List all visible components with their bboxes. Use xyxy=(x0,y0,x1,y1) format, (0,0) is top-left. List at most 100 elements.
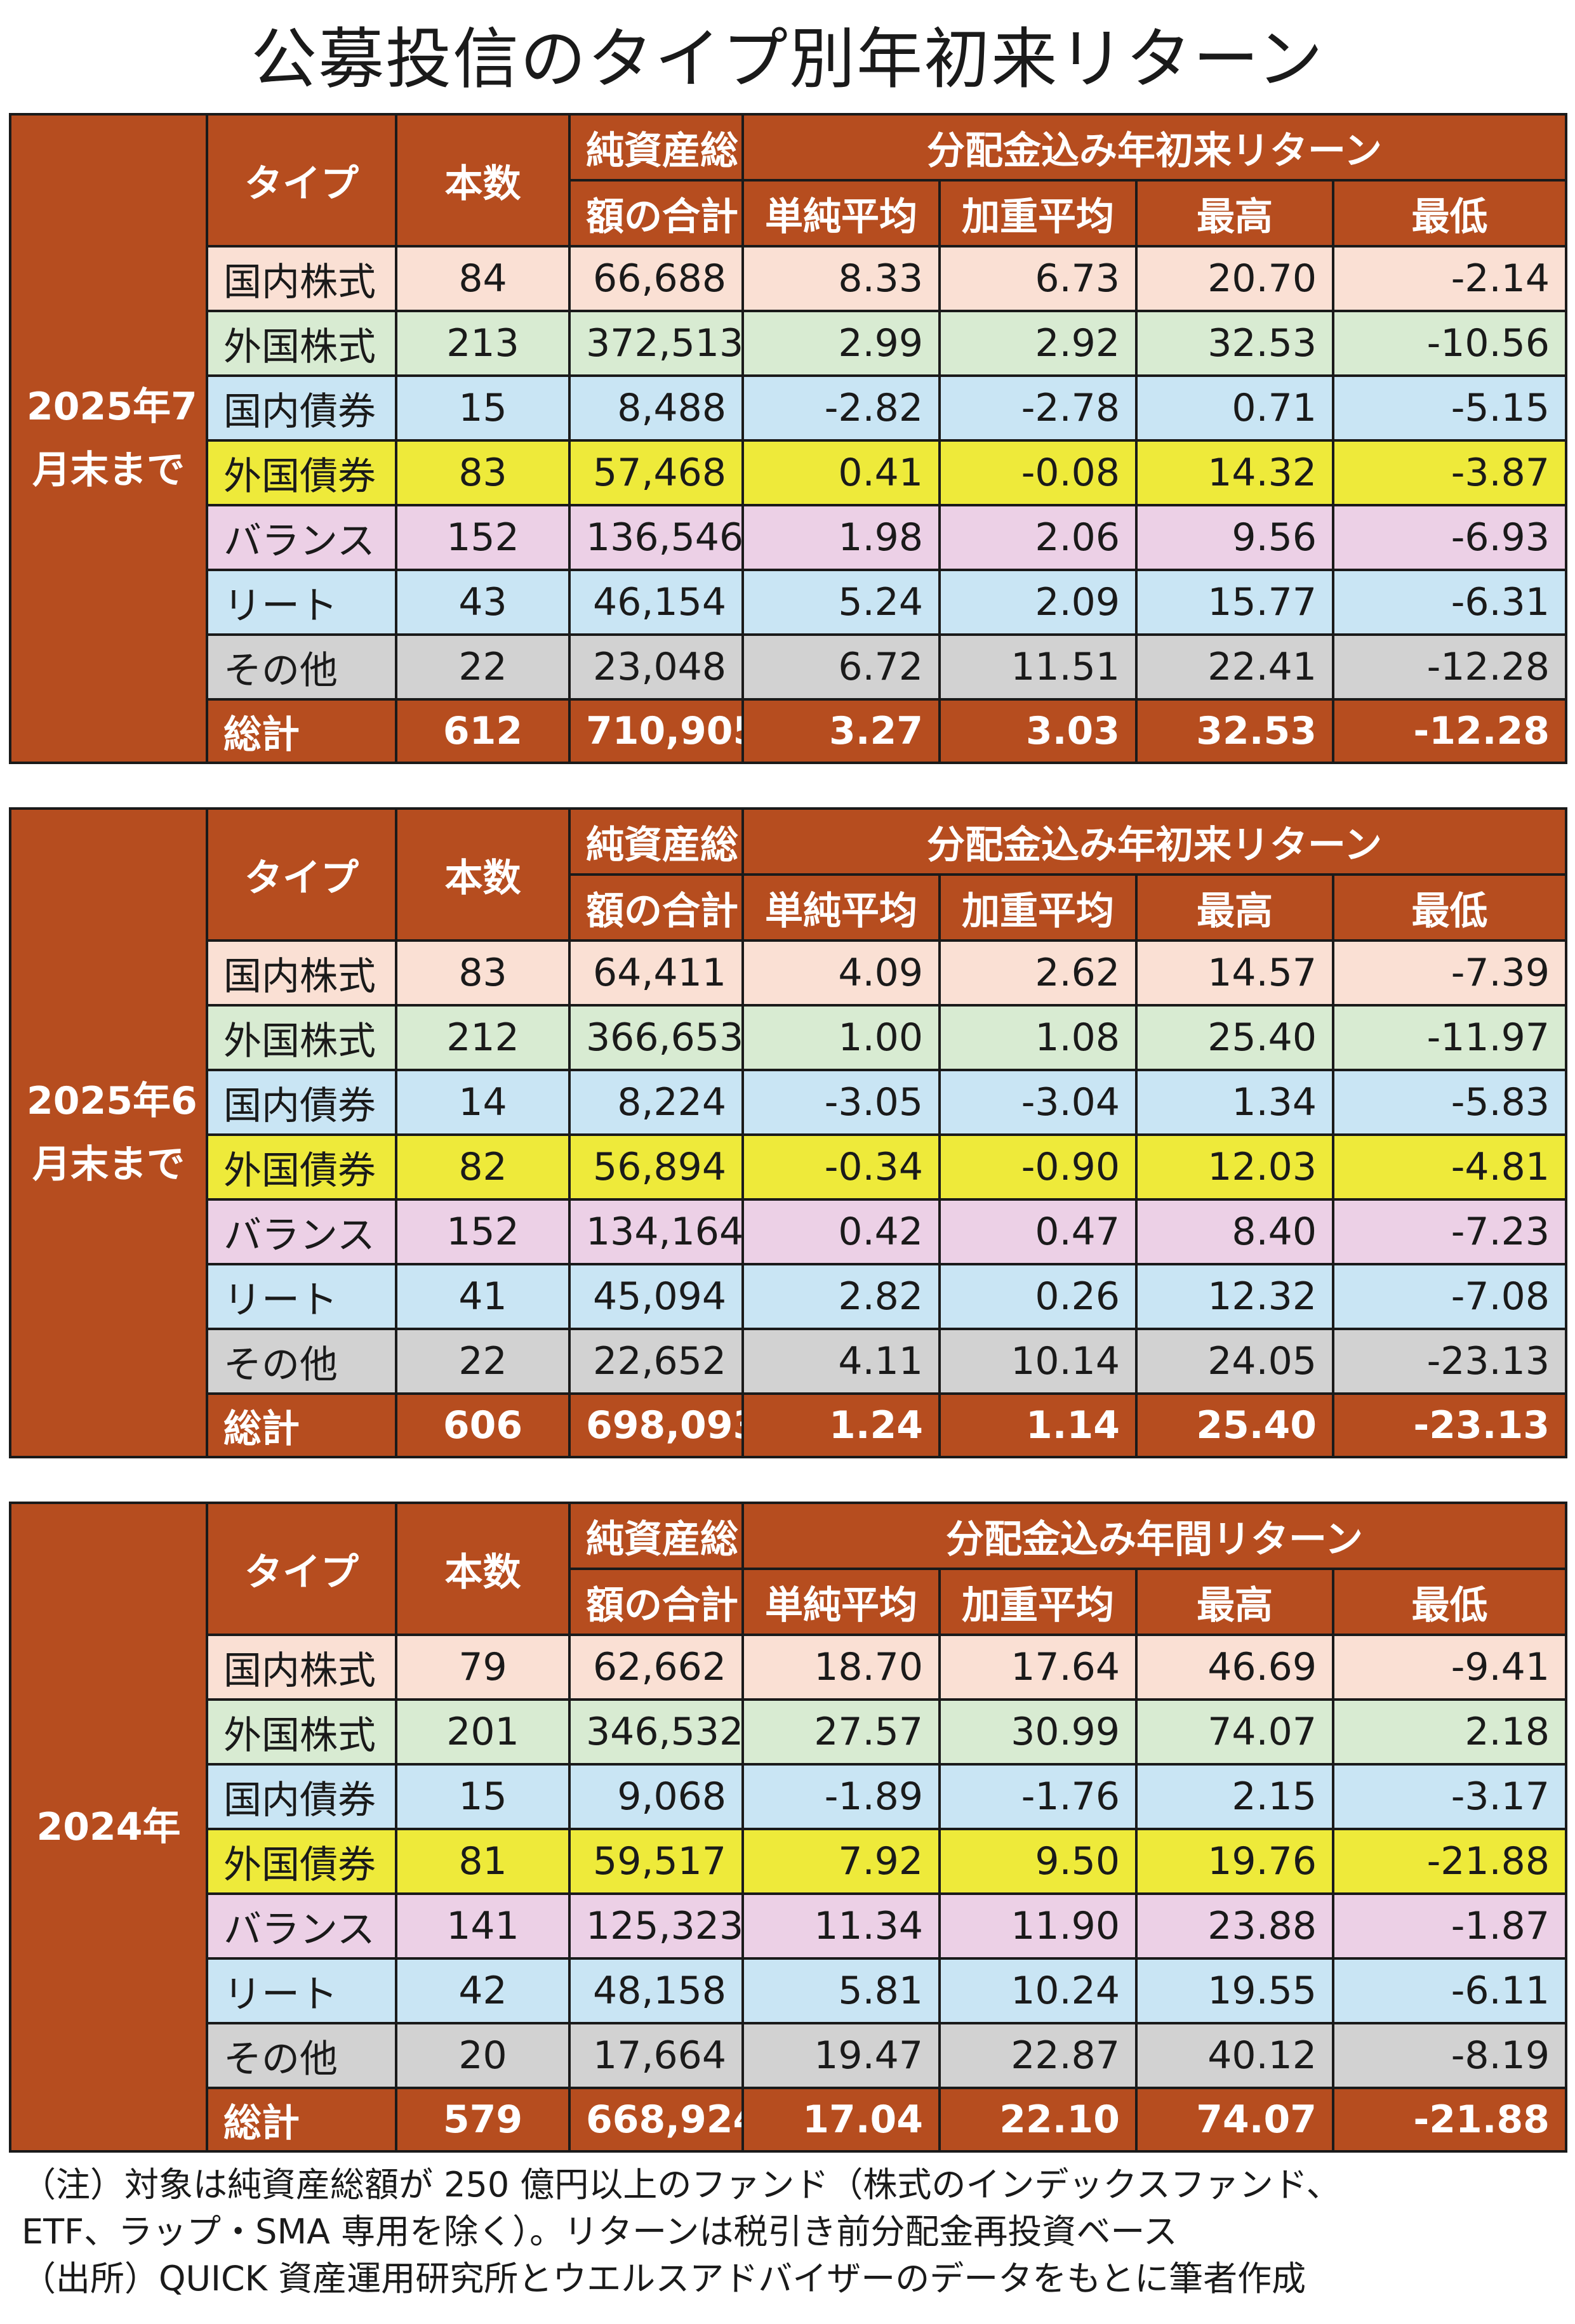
cell-simple: 1.00 xyxy=(741,1004,941,1071)
cell-type: 外国債券 xyxy=(206,1133,397,1201)
cell-max: 14.32 xyxy=(1135,439,1334,506)
header-count: 本数 xyxy=(395,1502,571,1636)
cell-weighted: 10.24 xyxy=(938,1957,1138,2024)
footnote-line: （注）対象は純資産総額が 250 億円以上のファンド（株式のインデックスファンド… xyxy=(22,2165,1341,2205)
cell-assets: 8,488 xyxy=(568,374,744,442)
cell-count: 201 xyxy=(395,1698,571,1766)
cell-max: 20.70 xyxy=(1135,245,1334,312)
header-min: 最低 xyxy=(1332,873,1567,942)
cell-assets: 134,164 xyxy=(568,1198,744,1265)
cell-type: リート xyxy=(206,569,397,636)
table-row: リート 42 48,158 5.81 10.24 19.55 -6.11 xyxy=(10,1957,1567,2024)
cell-min: -7.08 xyxy=(1332,1263,1567,1330)
cell-max: 74.07 xyxy=(1135,1698,1334,1766)
cell-simple: 4.09 xyxy=(741,939,941,1007)
cell-assets: 9,068 xyxy=(568,1763,744,1830)
cell-simple: 2.99 xyxy=(741,310,941,377)
cell-min: -6.93 xyxy=(1332,504,1567,571)
cell-max: 14.57 xyxy=(1135,939,1334,1007)
header-count: 本数 xyxy=(395,113,571,248)
total-count: 606 xyxy=(395,1392,571,1458)
cell-weighted: 2.09 xyxy=(938,569,1138,636)
cell-weighted: -1.76 xyxy=(938,1763,1138,1830)
footnote-line: ETF、ラップ・SMA 専用を除く）。リターンは税引き前分配金再投資ベース xyxy=(22,2212,1178,2252)
cell-type: 外国株式 xyxy=(206,310,397,377)
header-max: 最高 xyxy=(1135,1568,1334,1636)
table-row: 外国債券 81 59,517 7.92 9.50 19.76 -21.88 xyxy=(10,1828,1567,1895)
total-weighted: 3.03 xyxy=(938,698,1138,764)
total-max: 74.07 xyxy=(1135,2087,1334,2153)
returns-table-section: 2024年 タイプ 本数 純資産総 分配金込み年間リターン 額の合計 単純平均 加重平均 最高最… xyxy=(9,1502,1567,2153)
cell-simple: -0.34 xyxy=(741,1133,941,1201)
cell-min: -7.39 xyxy=(1332,939,1567,1007)
cell-weighted: 0.26 xyxy=(938,1263,1138,1330)
table-row: 国内債券 14 8,224 -3.05 -3.04 1.34 -5.83 xyxy=(10,1069,1567,1136)
cell-max: 8.40 xyxy=(1135,1198,1334,1265)
header-row: 2025年7 月末まで タイプ 本数 純資産総 分配金込み年初来リターン xyxy=(9,113,1567,764)
table-row: リート 41 45,094 2.82 0.26 12.32 -7.08 xyxy=(10,1263,1567,1330)
cell-count: 22 xyxy=(395,1328,571,1395)
total-max: 25.40 xyxy=(1135,1392,1334,1458)
cell-assets: 56,894 xyxy=(568,1133,744,1201)
cell-weighted: -3.04 xyxy=(938,1069,1138,1136)
cell-min: -21.88 xyxy=(1332,1828,1567,1895)
cell-assets: 45,094 xyxy=(568,1263,744,1330)
cell-simple: 6.72 xyxy=(741,633,941,701)
total-assets: 668,924 xyxy=(568,2087,744,2153)
cell-min: -4.81 xyxy=(1332,1133,1567,1201)
cell-count: 42 xyxy=(395,1957,571,2024)
total-label: 総計 xyxy=(206,1392,397,1458)
cell-simple: 7.92 xyxy=(741,1828,941,1895)
table-row: 国内株式 83 64,411 4.09 2.62 14.57 -7.39 xyxy=(10,939,1567,1007)
table-row: 国内株式 84 66,688 8.33 6.73 20.70 -2.14 xyxy=(10,245,1567,312)
cell-max: 19.76 xyxy=(1135,1828,1334,1895)
cell-type: その他 xyxy=(206,1328,397,1395)
cell-min: -10.56 xyxy=(1332,310,1567,377)
cell-simple: 18.70 xyxy=(741,1634,941,1701)
cell-type: 国内債券 xyxy=(206,1069,397,1136)
cell-weighted: 22.87 xyxy=(938,2022,1138,2089)
cell-max: 0.71 xyxy=(1135,374,1334,442)
cell-min: 2.18 xyxy=(1332,1698,1567,1766)
cell-simple: 4.11 xyxy=(741,1328,941,1395)
cell-max: 15.77 xyxy=(1135,569,1334,636)
returns-table-section: 2025年7 月末まで タイプ 本数 純資産総 分配金込み年初来リターン 額の合計 単純平均加… xyxy=(9,113,1567,764)
cell-min: -8.19 xyxy=(1332,2022,1567,2089)
cell-type: 国内株式 xyxy=(206,939,397,1007)
cell-min: -3.87 xyxy=(1332,439,1567,506)
header-simple-avg: 単純平均 xyxy=(741,179,941,248)
cell-count: 213 xyxy=(395,310,571,377)
cell-assets: 366,653 xyxy=(568,1004,744,1071)
header-return-group: 分配金込み年初来リターン xyxy=(741,807,1567,876)
cell-min: -5.83 xyxy=(1332,1069,1567,1136)
header-assets-line2: 額の合計 xyxy=(568,179,744,248)
total-simple: 3.27 xyxy=(741,698,941,764)
cell-type: バランス xyxy=(206,1198,397,1265)
cell-assets: 125,323 xyxy=(568,1892,744,1960)
total-row: 総計 606 698,093 1.24 1.14 25.40 -23.13 xyxy=(10,1392,1567,1458)
cell-type: 国内債券 xyxy=(206,374,397,442)
cell-type: その他 xyxy=(206,2022,397,2089)
header-assets-line2: 額の合計 xyxy=(568,1568,744,1636)
cell-type: 外国株式 xyxy=(206,1698,397,1766)
header-min: 最低 xyxy=(1332,1568,1567,1636)
cell-count: 83 xyxy=(395,439,571,506)
cell-count: 81 xyxy=(395,1828,571,1895)
cell-count: 84 xyxy=(395,245,571,312)
table-row: その他 22 23,048 6.72 11.51 22.41 -12.28 xyxy=(10,633,1567,701)
table-row: 国内株式 79 62,662 18.70 17.64 46.69 -9.41 xyxy=(10,1634,1567,1701)
header-type: タイプ xyxy=(206,1502,397,1636)
cell-count: 152 xyxy=(395,504,571,571)
cell-assets: 57,468 xyxy=(568,439,744,506)
table-row: バランス 152 134,164 0.42 0.47 8.40 -7.23 xyxy=(10,1198,1567,1265)
header-assets-line1: 純資産総 xyxy=(568,807,744,876)
table-row: 国内債券 15 8,488 -2.82 -2.78 0.71 -5.15 xyxy=(10,374,1567,442)
table-row: 外国債券 83 57,468 0.41 -0.08 14.32 -3.87 xyxy=(10,439,1567,506)
cell-type: 外国債券 xyxy=(206,439,397,506)
cell-count: 79 xyxy=(395,1634,571,1701)
header-max: 最高 xyxy=(1135,873,1334,942)
cell-count: 41 xyxy=(395,1263,571,1330)
header-return-group: 分配金込み年間リターン xyxy=(741,1502,1567,1570)
cell-count: 22 xyxy=(395,633,571,701)
total-min: -12.28 xyxy=(1332,698,1567,764)
